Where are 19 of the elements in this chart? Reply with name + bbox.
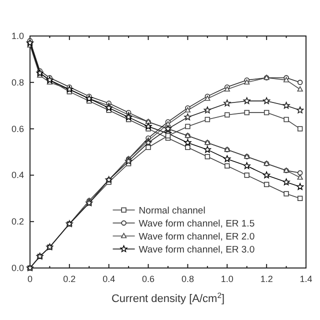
legend-label: Wave form channel, ER 1.5 [138, 218, 255, 230]
legend-label: Normal channel [138, 206, 206, 216]
x-tick-label: 0 [27, 274, 33, 284]
x-tick-label: 1.2 [260, 274, 273, 284]
x-tick-label: 0.8 [181, 274, 194, 284]
x-axis-title: Current density [A/cm$^{2}$] [111, 290, 225, 305]
x-tick-label: 0.6 [142, 274, 155, 284]
y-tick-label: 0.6 [11, 124, 24, 134]
y-tick-label: 0.0 [11, 263, 24, 273]
x-tick-label: 0.4 [102, 274, 116, 284]
x-tick-label: 1.4 [300, 274, 312, 284]
y-tick-label: 0.2 [11, 216, 24, 227]
x-tick-label: 0.2 [63, 274, 76, 284]
legend-label: Wave form channel, ER 3.0 [138, 244, 255, 256]
legend-label: Wave form channel, ER 2.0 [138, 232, 255, 242]
y-tick-label: 0.8 [11, 77, 24, 88]
y-tick-label: 0.4 [11, 170, 24, 180]
y-tick-label: 1.0 [11, 31, 24, 41]
x-tick-label: 1.0 [220, 274, 234, 284]
